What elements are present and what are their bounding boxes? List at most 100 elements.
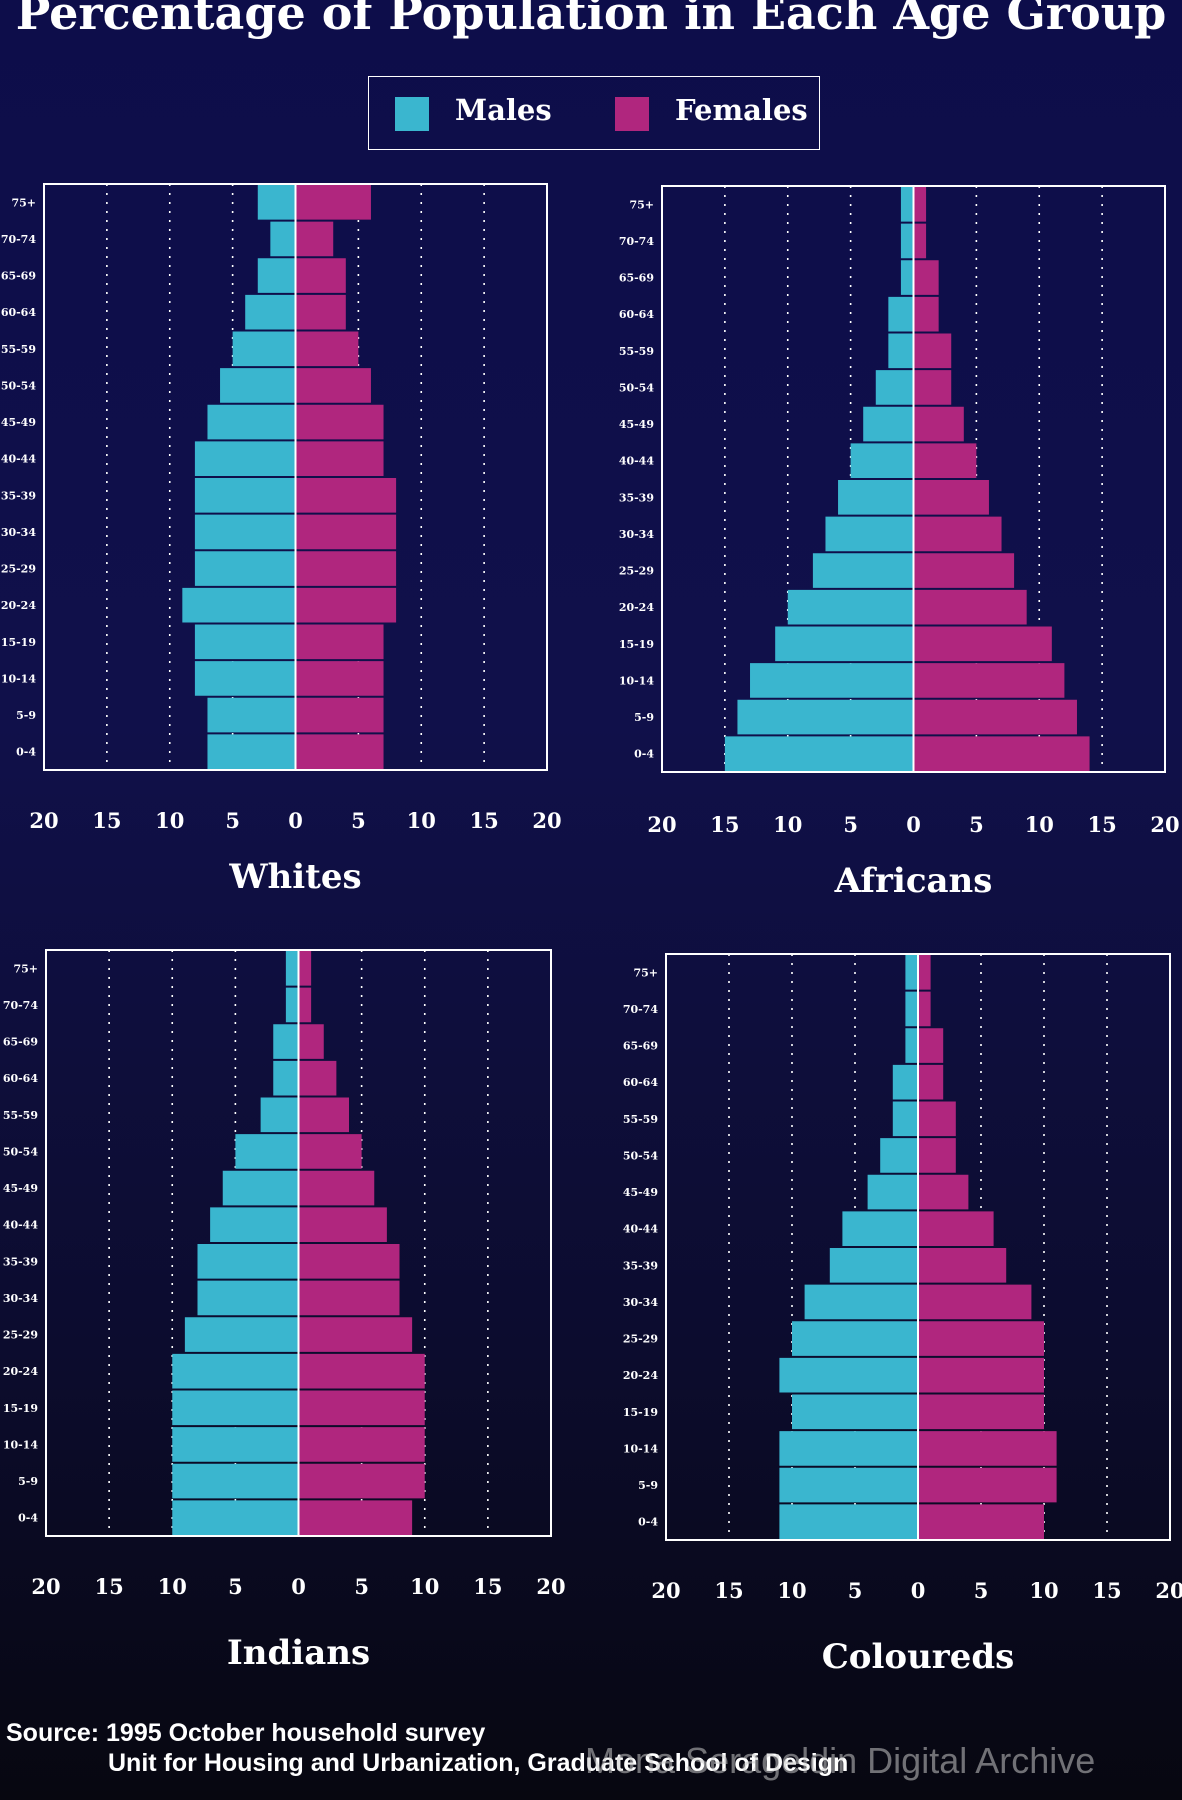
indians-bar-males: [197, 1280, 299, 1316]
coloureds-bar-females: [918, 1101, 956, 1137]
africans-bar-females: [913, 296, 939, 332]
whites-bar-females: [295, 368, 371, 403]
africans-age-label: 10-14: [619, 674, 655, 687]
africans-bar-females: [913, 187, 927, 222]
indians-x-tick-label: 20: [536, 1574, 565, 1599]
indians-bar-females: [298, 1500, 413, 1535]
whites-age-label: 35-39: [1, 489, 36, 502]
coloureds-bar-males: [829, 1248, 918, 1283]
africans-age-label: 30-34: [619, 528, 655, 541]
coloureds-bar-males: [779, 1431, 918, 1466]
whites-bar-males: [194, 661, 296, 696]
source-line-2: Unit for Housing and Urbanization, Gradu…: [108, 1749, 849, 1777]
coloureds-age-label: 10-14: [623, 1442, 659, 1455]
africans-age-label: 55-59: [619, 345, 654, 358]
whites-x-tick-label: 10: [407, 808, 436, 833]
whites-bar-males: [245, 294, 296, 330]
coloureds-bar-females: [918, 1357, 1044, 1393]
coloureds-age-label: 40-44: [623, 1223, 659, 1236]
coloureds-x-tick-label: 20: [1155, 1578, 1182, 1603]
indians-bar-males: [197, 1244, 299, 1279]
coloureds-bar-males: [905, 991, 918, 1027]
whites-bar-males: [207, 734, 296, 769]
indians-bar-males: [172, 1390, 299, 1426]
coloureds-x-tick-label: 0: [911, 1578, 926, 1603]
whites-age-label: 15-19: [1, 636, 36, 649]
legend: Males Females: [368, 76, 820, 150]
indians-bar-males: [273, 1024, 299, 1059]
whites-x-tick-label: 0: [288, 808, 303, 833]
coloureds-bar-females: [918, 1504, 1044, 1539]
whites-x-tick-label: 5: [225, 808, 240, 833]
whites-age-label: 5-9: [16, 709, 36, 722]
coloureds-age-label: 20-24: [623, 1369, 659, 1382]
source-line-1: Source: 1995 October household survey: [6, 1719, 486, 1747]
indians-bar-females: [298, 1317, 413, 1352]
whites-bar-females: [295, 185, 371, 220]
africans-bar-males: [787, 589, 914, 625]
coloureds-bar-females: [918, 1321, 1044, 1356]
coloureds-bar-females: [918, 1431, 1057, 1466]
legend-males-swatch: [395, 97, 429, 131]
coloureds-bar-females: [918, 1248, 1007, 1283]
legend-females-label: Females: [675, 93, 808, 127]
whites-age-label: 0-4: [16, 746, 36, 759]
coloureds-age-label: 0-4: [638, 1516, 658, 1529]
indians-bar-females: [298, 1060, 337, 1096]
coloureds-bar-females: [918, 1138, 956, 1173]
africans-bar-males: [750, 663, 914, 698]
coloureds-bar-females: [918, 1211, 994, 1246]
africans-age-label: 65-69: [619, 272, 654, 285]
indians-x-tick-label: 5: [354, 1574, 369, 1599]
coloureds-bar-females: [918, 1284, 1032, 1320]
indians-age-label: 30-34: [3, 1292, 39, 1305]
coloureds-bar-males: [779, 1357, 918, 1393]
africans-bar-males: [850, 443, 914, 478]
indians-bar-females: [298, 1244, 400, 1279]
whites-age-label: 55-59: [1, 343, 36, 356]
indians-x-tick-label: 20: [31, 1574, 60, 1599]
whites-bar-females: [295, 587, 397, 623]
indians-bar-females: [298, 987, 312, 1023]
whites-bar-females: [295, 734, 384, 769]
indians-bar-females: [298, 1134, 362, 1169]
africans-bar-males: [900, 260, 914, 295]
indians-x-tick-label: 15: [473, 1574, 502, 1599]
indians-bar-males: [172, 1463, 299, 1499]
indians-bar-males: [172, 1353, 299, 1389]
coloureds-bar-males: [792, 1394, 918, 1430]
africans-age-label: 75+: [629, 198, 654, 211]
whites-bar-females: [295, 404, 384, 440]
coloureds-bar-females: [918, 1064, 944, 1100]
coloureds-age-label: 50-54: [623, 1149, 659, 1162]
africans-bar-females: [913, 699, 1077, 735]
whites-age-label: 65-69: [1, 270, 36, 283]
indians-bar-males: [172, 1500, 299, 1535]
whites-x-tick-label: 5: [351, 808, 366, 833]
coloureds-age-label: 70-74: [623, 1003, 659, 1016]
indians-bar-males: [273, 1060, 299, 1096]
coloureds-age-label: 5-9: [638, 1479, 658, 1492]
whites-bar-males: [257, 185, 296, 220]
indians-age-label: 15-19: [3, 1402, 38, 1415]
africans-age-label: 35-39: [619, 491, 654, 504]
indians-bar-females: [298, 1024, 324, 1059]
indians-bar-males: [172, 1427, 299, 1462]
coloureds-bar-males: [779, 1504, 918, 1539]
coloureds-bar-females: [918, 955, 931, 990]
coloureds-bar-females: [918, 1174, 969, 1210]
indians-bar-males: [260, 1097, 299, 1133]
africans-age-label: 5-9: [634, 711, 654, 724]
indians-bar-females: [298, 1427, 425, 1462]
whites-bar-males: [194, 514, 296, 550]
coloureds-bar-males: [792, 1321, 918, 1356]
indians-age-label: 10-14: [3, 1438, 39, 1451]
whites-bar-males: [257, 258, 296, 293]
africans-x-tick-label: 20: [1150, 812, 1179, 837]
coloureds-x-tick-label: 15: [1092, 1578, 1121, 1603]
whites-bar-males: [220, 368, 296, 403]
africans-x-tick-label: 10: [773, 812, 802, 837]
coloureds-bar-males: [880, 1138, 918, 1173]
africans-age-label: 0-4: [634, 748, 654, 761]
whites-age-label: 60-64: [1, 306, 37, 319]
